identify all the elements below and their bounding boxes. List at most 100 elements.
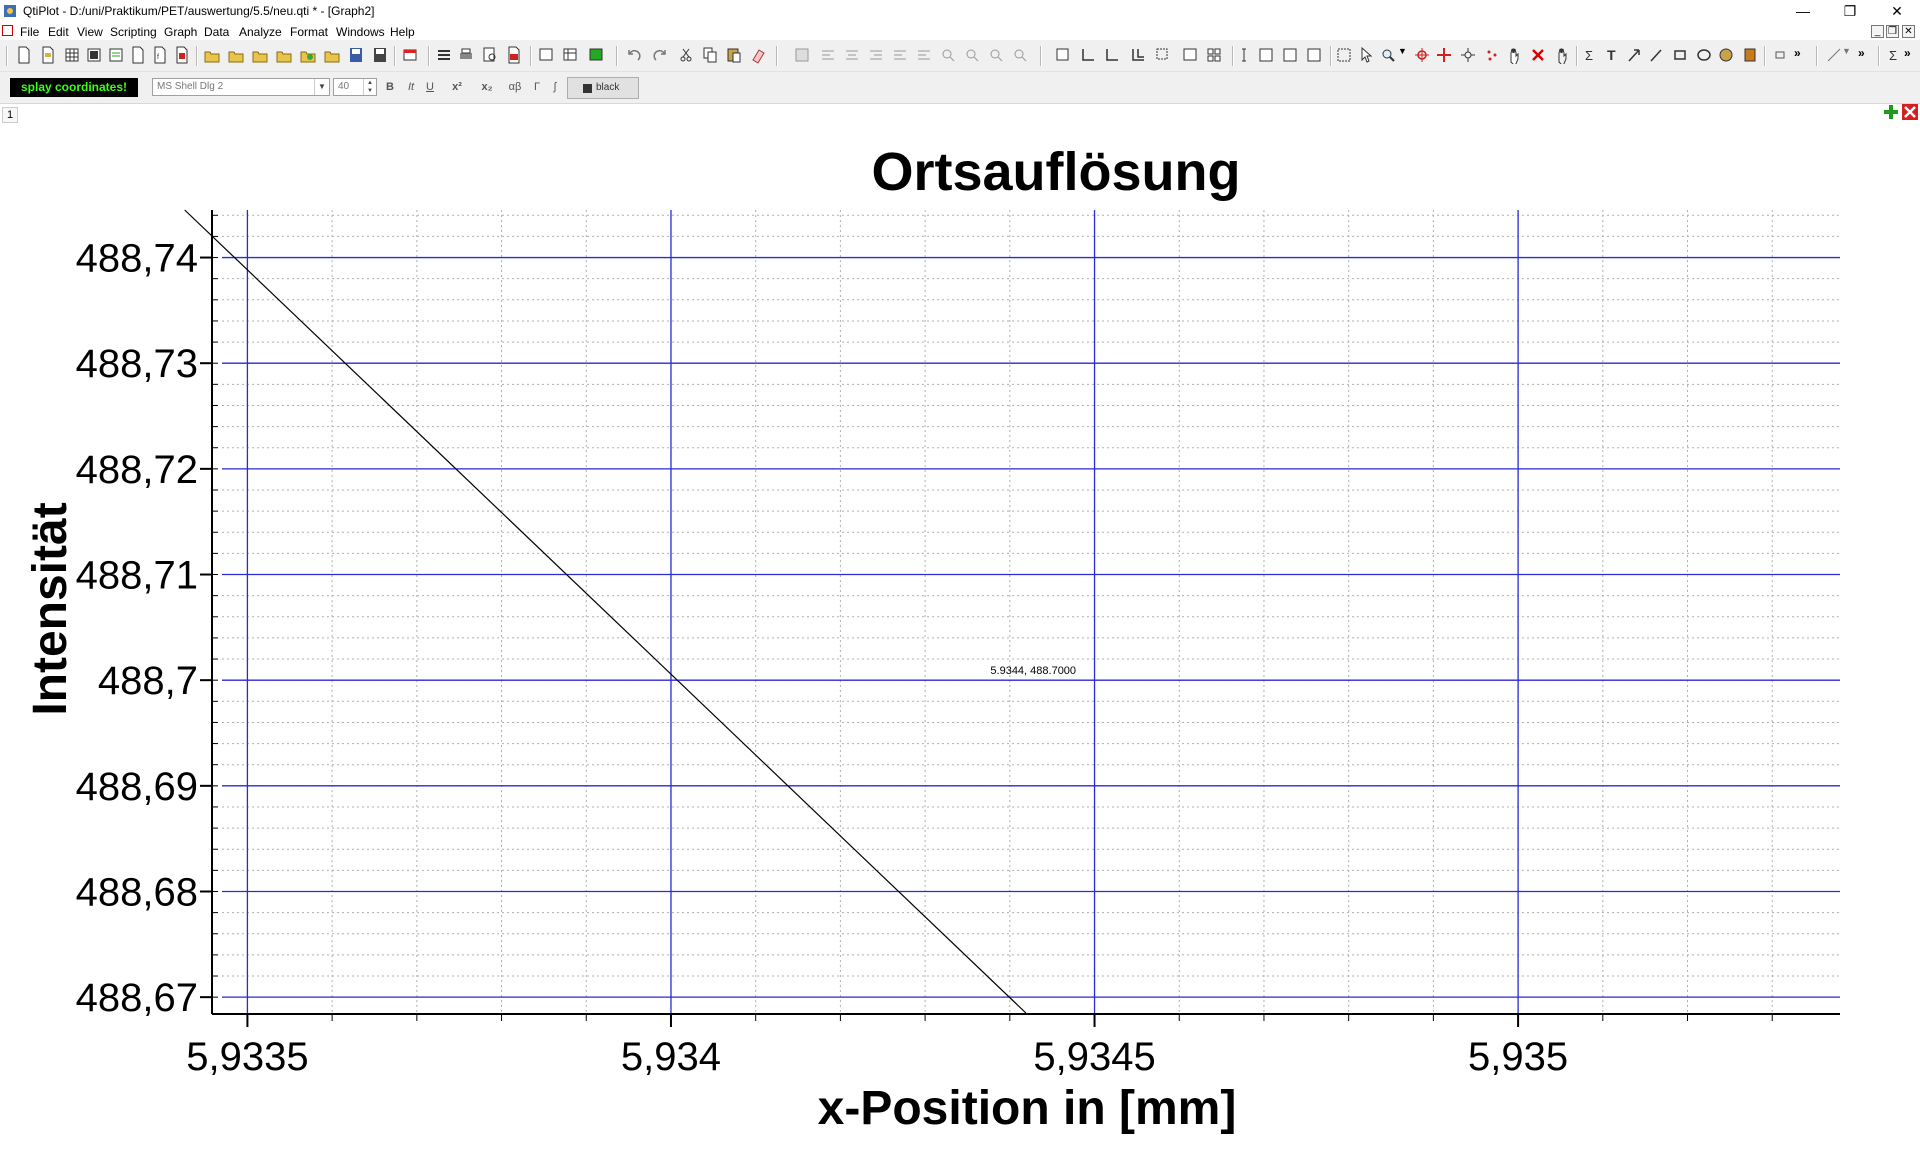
line-style-icon[interactable] (1826, 46, 1842, 64)
menu-edit[interactable]: Edit (48, 25, 69, 39)
save-as-icon[interactable] (372, 46, 388, 64)
new-folder-icon[interactable] (40, 46, 56, 64)
add-text-icon[interactable]: T (1604, 46, 1620, 64)
pointer-icon[interactable] (1358, 46, 1374, 64)
toolbar-overflow-icon[interactable]: » (1858, 46, 1865, 60)
text-color-button[interactable]: black (567, 77, 639, 99)
add-function-curve-icon[interactable] (1282, 46, 1298, 64)
redo-icon[interactable] (652, 46, 668, 64)
new-project-icon[interactable] (16, 46, 32, 64)
sum-icon[interactable]: Σ (1886, 46, 1902, 64)
italic-button[interactable]: It (407, 81, 415, 93)
align-left-icon[interactable] (820, 46, 836, 64)
menu-file[interactable]: File (20, 25, 40, 39)
graph-canvas[interactable]: 488,67 488,68 488,69 488,7 488,71 488,72 488,7… (0, 126, 1920, 1160)
restore-button[interactable]: ❐ (1843, 3, 1857, 19)
matrix-view-icon[interactable] (588, 46, 604, 64)
remove-layer-close-icon[interactable] (1902, 104, 1918, 120)
arrange-layers-icon[interactable] (1080, 46, 1096, 64)
select-data-range-icon[interactable] (1336, 46, 1352, 64)
open-template-icon[interactable] (228, 46, 244, 64)
run-script-icon[interactable] (794, 46, 810, 64)
paste-icon[interactable] (726, 46, 742, 64)
error-bars-icon[interactable] (1236, 46, 1252, 64)
import-data-icon[interactable] (300, 46, 316, 64)
table-view-icon[interactable] (562, 46, 578, 64)
x-axis-title[interactable]: x-Position in [mm] (818, 1082, 1237, 1135)
copy-icon[interactable] (702, 46, 718, 64)
import-ascii-icon[interactable] (252, 46, 268, 64)
results-log-icon[interactable] (436, 46, 452, 64)
cut-icon[interactable] (678, 46, 694, 64)
underline-button[interactable]: U (426, 81, 434, 93)
undo-icon[interactable] (626, 46, 642, 64)
menu-data[interactable]: Data (204, 25, 230, 39)
menu-help[interactable]: Help (390, 25, 415, 39)
clear-icon[interactable] (750, 46, 766, 64)
add-axes-icon[interactable] (1130, 46, 1146, 64)
add-formula-icon[interactable]: Σ (1582, 46, 1598, 64)
font-family-select[interactable]: MS Shell Dlg 2 ▼ (152, 78, 330, 96)
bold-button[interactable]: B (386, 81, 394, 93)
superscript-button[interactable]: x² (452, 81, 462, 93)
new-note-icon[interactable] (108, 46, 124, 64)
import-image-icon[interactable] (276, 46, 292, 64)
subscript-button[interactable]: x₂ (481, 81, 493, 93)
chevron-down-icon[interactable]: ▼ (314, 79, 329, 95)
remove-bad-points-icon[interactable] (1484, 46, 1500, 64)
window-view-icon[interactable] (538, 46, 554, 64)
data-reader-icon[interactable] (1414, 46, 1430, 64)
spin-arrows-icon[interactable]: ▲ ▼ (363, 79, 376, 95)
project-explorer-icon[interactable] (402, 46, 418, 64)
pan-hand-icon[interactable] (1506, 46, 1522, 64)
add-text-layer-icon[interactable] (1258, 46, 1274, 64)
menu-view[interactable]: View (77, 25, 103, 39)
align-center-icon[interactable] (844, 46, 860, 64)
zoom-reset-icon[interactable] (1012, 46, 1028, 64)
font-size-spinbox[interactable]: 40 ▲ ▼ (333, 78, 377, 96)
zoom-dropdown-icon[interactable]: ▼ (1398, 46, 1407, 56)
new-graph-icon[interactable] (130, 46, 146, 64)
zoom-fit-icon[interactable] (988, 46, 1004, 64)
insert-layer-grid-icon[interactable] (1206, 46, 1222, 64)
mdi-system-menu-icon[interactable] (2, 25, 13, 36)
outdent-icon[interactable] (892, 46, 908, 64)
menu-analyze[interactable]: Analyze (239, 25, 282, 39)
open-project-icon[interactable] (204, 46, 220, 64)
move-points-icon[interactable] (1460, 46, 1476, 64)
new-function-icon[interactable]: f (152, 46, 168, 64)
rescale-icon[interactable] (1154, 46, 1170, 64)
new-3d-plot-icon[interactable] (174, 46, 190, 64)
auto-layout-icon[interactable] (1104, 46, 1120, 64)
drag-curve-icon[interactable] (1554, 46, 1570, 64)
draw-line-icon[interactable] (1648, 46, 1664, 64)
add-time-stamp-icon[interactable] (1718, 46, 1734, 64)
close-button[interactable]: ✕ (1891, 3, 1903, 19)
print-preview-icon[interactable] (482, 46, 498, 64)
zoom-out-icon[interactable] (964, 46, 980, 64)
new-matrix-icon[interactable] (86, 46, 102, 64)
export-pdf-icon[interactable] (506, 46, 522, 64)
add-layer-plus-icon[interactable] (1883, 104, 1899, 120)
menu-format[interactable]: Format (290, 25, 329, 39)
line-style-dropdown-icon[interactable]: ▼ (1842, 46, 1851, 56)
mdi-close-button[interactable]: ✕ (1902, 25, 1915, 38)
menu-graph[interactable]: Graph (164, 25, 198, 39)
plot-title[interactable]: Ortsauflösung (871, 142, 1240, 202)
draw-rectangle-icon[interactable] (1672, 46, 1688, 64)
add-layer-icon[interactable] (1054, 46, 1070, 64)
mdi-restore-button[interactable]: ❐ (1886, 25, 1899, 38)
y-axis-title[interactable]: Intensität (24, 502, 77, 715)
enrich-layer-icon[interactable] (1306, 46, 1322, 64)
minimize-button[interactable]: — (1796, 3, 1810, 19)
draw-arrow-icon[interactable] (1626, 46, 1642, 64)
layer-tab-1[interactable]: 1 (2, 107, 18, 123)
print-icon[interactable] (458, 46, 474, 64)
greek-letters-button[interactable]: αβ (508, 81, 522, 93)
new-table-icon[interactable] (64, 46, 80, 64)
toolbar-overflow-icon[interactable]: » (1794, 46, 1801, 60)
save-project-icon[interactable] (348, 46, 364, 64)
toolbar-overflow-icon[interactable]: » (1904, 46, 1911, 60)
zoom-in-icon[interactable] (940, 46, 956, 64)
indent-icon[interactable] (868, 46, 884, 64)
